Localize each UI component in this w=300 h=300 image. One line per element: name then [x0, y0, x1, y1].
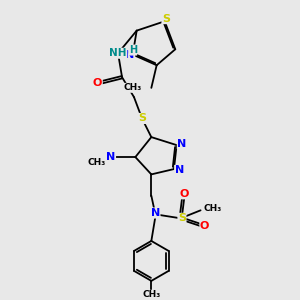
- Text: N: N: [151, 208, 160, 218]
- Text: O: O: [93, 77, 102, 88]
- Text: N: N: [175, 165, 184, 176]
- Text: O: O: [180, 189, 189, 199]
- Text: N: N: [106, 152, 116, 161]
- Text: N: N: [125, 50, 135, 60]
- Text: CH₃: CH₃: [88, 158, 106, 167]
- Text: CH₃: CH₃: [124, 83, 142, 92]
- Text: CH₃: CH₃: [203, 205, 222, 214]
- Text: O: O: [200, 221, 209, 231]
- Text: S: S: [138, 113, 146, 124]
- Text: N: N: [177, 139, 187, 149]
- Text: H: H: [129, 45, 137, 55]
- Text: CH₃: CH₃: [142, 290, 160, 299]
- Text: S: S: [162, 14, 170, 24]
- Text: NH: NH: [109, 48, 127, 58]
- Text: S: S: [178, 213, 186, 223]
